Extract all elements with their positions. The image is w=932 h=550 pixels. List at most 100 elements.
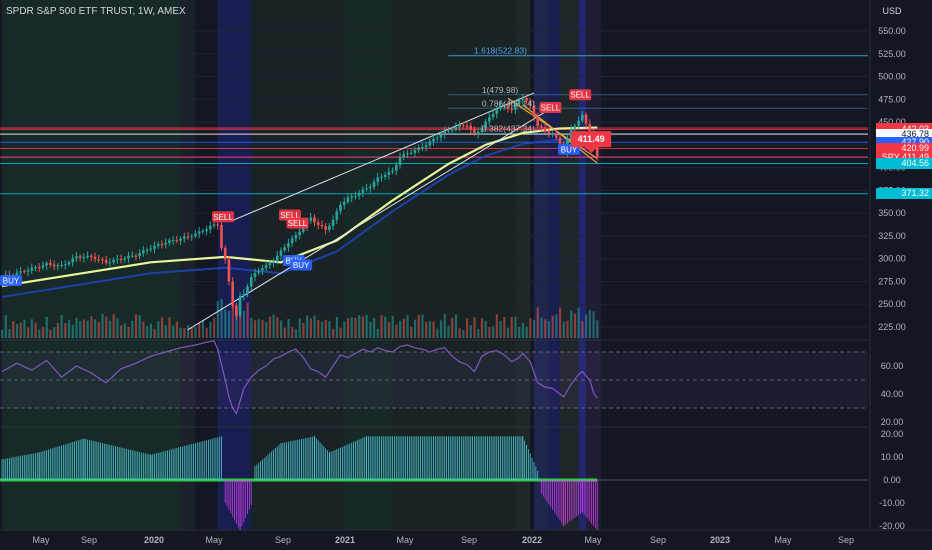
candle-body xyxy=(108,262,112,264)
candle-body xyxy=(186,236,190,238)
candle-body xyxy=(413,150,417,153)
last-price-callout-label: 411.49 xyxy=(578,134,605,144)
volume-bar xyxy=(157,321,160,338)
volume-bar xyxy=(205,327,208,338)
candle-body xyxy=(63,264,67,266)
sell-signal-label: SELL xyxy=(280,211,300,220)
candle-body xyxy=(134,255,138,257)
candle-body xyxy=(190,236,194,238)
volume-bar xyxy=(183,328,186,338)
price-level-tag: 436.78 xyxy=(876,128,932,140)
fib-label: 1.618(522.83) xyxy=(474,46,527,56)
candle-body xyxy=(179,238,182,241)
time-axis-tick: May xyxy=(396,535,414,545)
volume-bar xyxy=(201,320,205,338)
candle-body xyxy=(525,98,528,101)
candle-body xyxy=(320,225,324,227)
volume-bar xyxy=(495,314,498,338)
volume-bar xyxy=(67,319,71,338)
volume-bar xyxy=(127,326,130,338)
volume-bar xyxy=(376,328,379,338)
volume-bar xyxy=(45,316,48,338)
volume-bar xyxy=(328,321,331,338)
volume-bar xyxy=(503,316,506,338)
volume-bar xyxy=(477,328,480,338)
candle-body xyxy=(454,127,458,130)
buy-signal-badge xyxy=(290,259,313,271)
candle-body xyxy=(89,255,93,257)
volume-bar xyxy=(123,323,126,338)
candle-body xyxy=(127,255,130,259)
candle-body xyxy=(49,263,52,265)
sell-signal-label: SELL xyxy=(541,103,561,112)
volume-bar xyxy=(179,327,182,338)
time-axis-tick: 2020 xyxy=(144,535,164,545)
candle-body xyxy=(316,222,320,226)
candle-body xyxy=(465,125,469,127)
rsi-axis-tick: 40.00 xyxy=(881,389,904,399)
volume-bar xyxy=(562,321,565,338)
candle-body xyxy=(521,98,525,100)
volume-bar xyxy=(473,317,476,338)
volume-bar xyxy=(23,319,26,338)
volume-bar xyxy=(510,317,513,338)
candle-body xyxy=(201,231,205,233)
volume-bar xyxy=(358,315,361,338)
price-axis-tick: 300.00 xyxy=(878,254,906,264)
volume-bar xyxy=(194,326,197,338)
sell-signal-badge xyxy=(569,89,592,101)
volume-bar xyxy=(413,319,417,338)
volume-bar xyxy=(417,314,420,338)
regime-band xyxy=(533,0,549,530)
volume-bar xyxy=(213,317,216,338)
candle-body xyxy=(205,229,208,232)
volume-bar xyxy=(402,318,405,338)
candle-body xyxy=(540,125,543,128)
volume-bar xyxy=(172,325,175,338)
volume-bar xyxy=(224,309,227,338)
volume-bar xyxy=(276,317,279,338)
candle-body xyxy=(101,259,104,261)
candle-body xyxy=(328,226,331,230)
candle-body xyxy=(506,105,510,110)
candle-body xyxy=(279,250,283,256)
volume-bar xyxy=(387,322,391,338)
candle-body xyxy=(450,129,454,131)
candle-body xyxy=(104,259,108,263)
candle-body xyxy=(510,109,513,111)
regime-band xyxy=(560,0,579,530)
candle-body xyxy=(209,225,212,230)
candle-body xyxy=(82,257,86,259)
regime-band xyxy=(578,0,587,530)
candle-body xyxy=(558,137,562,144)
candle-body xyxy=(543,127,547,132)
volume-bar xyxy=(138,315,141,338)
candle-body xyxy=(261,268,264,271)
candle-body xyxy=(447,130,450,132)
volume-bar xyxy=(544,319,547,338)
volume-bar xyxy=(506,327,510,338)
volume-bar xyxy=(365,314,368,338)
candle-body xyxy=(309,217,313,221)
volume-bar xyxy=(79,321,82,338)
volume-bar xyxy=(536,307,539,338)
volume-bar xyxy=(101,314,104,338)
time-axis-tick: 2021 xyxy=(335,535,355,545)
volume-bar xyxy=(324,319,327,338)
candle-body xyxy=(67,262,71,265)
candle-body xyxy=(145,249,149,251)
candle-body xyxy=(249,277,253,287)
time-axis-tick: 2023 xyxy=(710,535,730,545)
candle-body xyxy=(514,103,517,110)
candle-body xyxy=(595,143,599,157)
volume-bar xyxy=(19,322,22,338)
candle-body xyxy=(368,186,372,189)
histogram-axis-tick: -10.00 xyxy=(879,498,905,508)
candle-body xyxy=(19,271,22,273)
volume-bar xyxy=(555,314,558,338)
sell-signal-badge xyxy=(212,211,235,223)
candle-body xyxy=(380,176,383,178)
candle-body xyxy=(175,240,179,242)
rsi-axis-tick: 60.00 xyxy=(881,361,904,371)
